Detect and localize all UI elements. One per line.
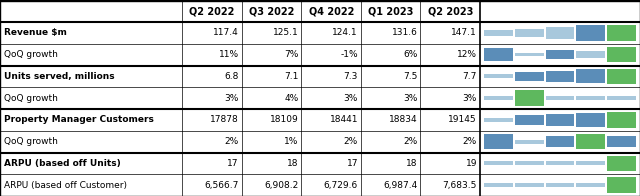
Bar (545, 71, 574, 82)
Text: 7.7: 7.7 (463, 72, 477, 81)
Text: 125.1: 125.1 (273, 28, 298, 37)
Text: ARPU (based off Units): ARPU (based off Units) (4, 159, 121, 168)
Text: 12%: 12% (457, 50, 477, 59)
Bar (607, 156, 636, 171)
Text: 131.6: 131.6 (392, 28, 417, 37)
Text: 7.1: 7.1 (284, 72, 298, 81)
Text: 18: 18 (287, 159, 298, 168)
Bar (577, 96, 605, 101)
Text: 147.1: 147.1 (451, 28, 477, 37)
Text: 18: 18 (406, 159, 417, 168)
Text: Q2 2023: Q2 2023 (428, 6, 473, 16)
Bar (545, 96, 574, 101)
Bar (484, 162, 513, 165)
Bar (484, 30, 513, 36)
Text: QoQ growth: QoQ growth (4, 137, 58, 146)
Text: 6,566.7: 6,566.7 (205, 181, 239, 190)
Bar (577, 183, 605, 187)
Bar (577, 113, 605, 127)
Text: 6%: 6% (403, 50, 417, 59)
Text: Q4 2022: Q4 2022 (308, 6, 354, 16)
Bar (545, 162, 574, 165)
Text: 18834: 18834 (389, 115, 417, 124)
Bar (515, 90, 543, 106)
Text: 11%: 11% (219, 50, 239, 59)
Bar (577, 25, 605, 41)
Bar (607, 112, 636, 128)
Text: 2%: 2% (403, 137, 417, 146)
Text: 2%: 2% (225, 137, 239, 146)
Text: 7%: 7% (284, 50, 298, 59)
Text: 6,908.2: 6,908.2 (264, 181, 298, 190)
Bar (0, 0, 640, 22)
Text: 7,683.5: 7,683.5 (443, 181, 477, 190)
Bar (484, 74, 513, 78)
Bar (484, 96, 513, 101)
Text: 17: 17 (227, 159, 239, 168)
Text: Q3 2022: Q3 2022 (249, 6, 294, 16)
Text: Q1 2023: Q1 2023 (368, 6, 413, 16)
Bar (607, 69, 636, 84)
Text: 1%: 1% (284, 137, 298, 146)
Text: 7.5: 7.5 (403, 72, 417, 81)
Text: 17: 17 (346, 159, 358, 168)
Text: 3%: 3% (344, 94, 358, 103)
Text: 17878: 17878 (210, 115, 239, 124)
Bar (545, 114, 574, 126)
Bar (515, 53, 543, 56)
Bar (484, 118, 513, 122)
Text: Property Manager Customers: Property Manager Customers (4, 115, 154, 124)
Bar (545, 136, 574, 148)
Text: 3%: 3% (463, 94, 477, 103)
Text: 3%: 3% (225, 94, 239, 103)
Text: 6.8: 6.8 (225, 72, 239, 81)
Text: 3%: 3% (403, 94, 417, 103)
Text: QoQ growth: QoQ growth (4, 94, 58, 103)
Text: 18441: 18441 (330, 115, 358, 124)
Text: 117.4: 117.4 (213, 28, 239, 37)
Bar (577, 52, 605, 58)
Text: 2%: 2% (344, 137, 358, 146)
Text: -1%: -1% (340, 50, 358, 59)
Text: 4%: 4% (284, 94, 298, 103)
Bar (607, 47, 636, 63)
Bar (484, 183, 513, 187)
Text: 18109: 18109 (269, 115, 298, 124)
Text: 6,729.6: 6,729.6 (324, 181, 358, 190)
Text: Revenue $m: Revenue $m (4, 28, 67, 37)
Bar (607, 25, 636, 41)
Bar (545, 183, 574, 187)
Bar (607, 96, 636, 101)
Bar (607, 136, 636, 148)
Bar (515, 72, 543, 81)
Bar (515, 183, 543, 187)
Bar (515, 115, 543, 125)
Text: 6,987.4: 6,987.4 (383, 181, 417, 190)
Bar (515, 162, 543, 165)
Text: 19: 19 (465, 159, 477, 168)
Text: 7.3: 7.3 (344, 72, 358, 81)
Text: Q2 2022: Q2 2022 (189, 6, 235, 16)
Bar (577, 162, 605, 165)
Text: 124.1: 124.1 (332, 28, 358, 37)
Text: QoQ growth: QoQ growth (4, 50, 58, 59)
Text: 2%: 2% (463, 137, 477, 146)
Text: ARPU (based off Customer): ARPU (based off Customer) (4, 181, 127, 190)
Text: Units served, millions: Units served, millions (4, 72, 115, 81)
Bar (515, 140, 543, 144)
Bar (515, 29, 543, 37)
Bar (607, 177, 636, 193)
Bar (577, 69, 605, 83)
Bar (577, 134, 605, 150)
Bar (545, 50, 574, 59)
Bar (484, 134, 513, 150)
Text: 19145: 19145 (449, 115, 477, 124)
Bar (545, 27, 574, 39)
Bar (484, 48, 513, 61)
